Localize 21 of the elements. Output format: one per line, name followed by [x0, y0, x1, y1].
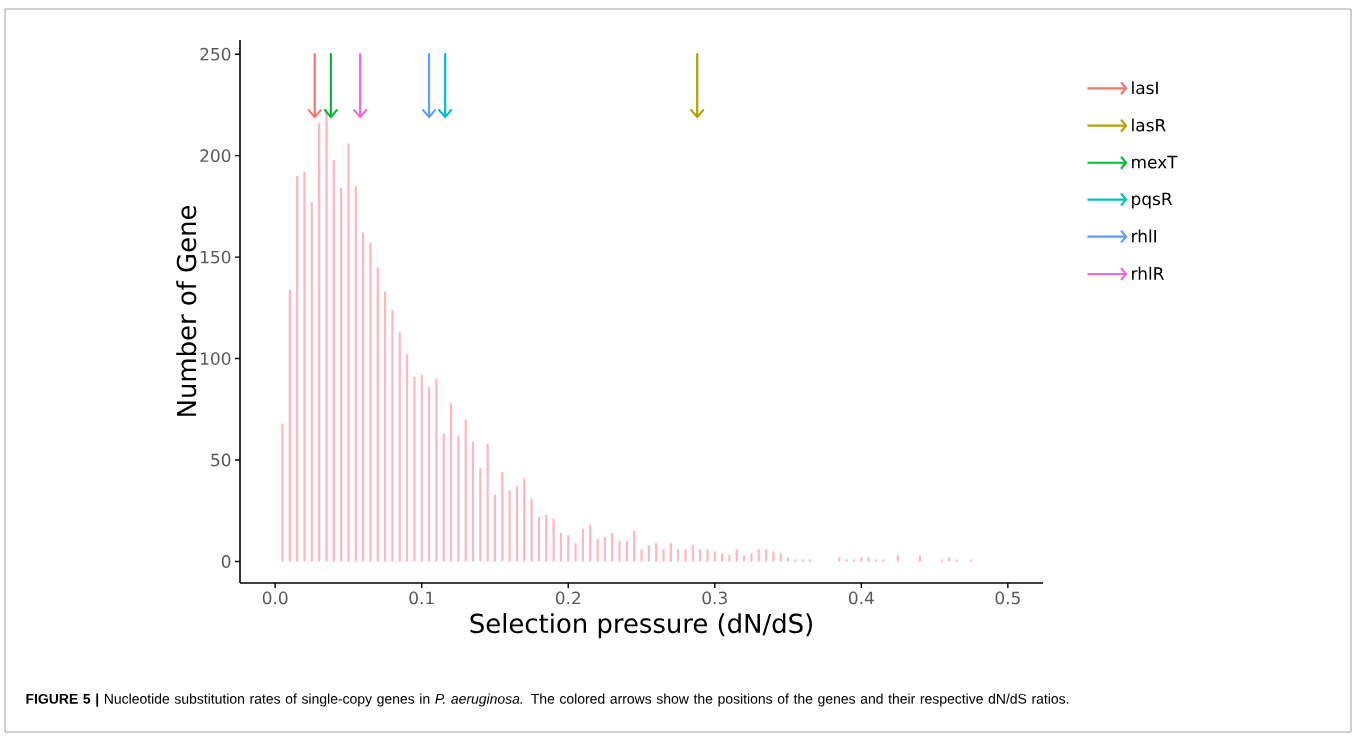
x-tick-label: 0.2	[555, 591, 581, 605]
y-tick-label: 150	[201, 250, 231, 264]
x-tick-label: 0.3	[702, 591, 727, 605]
y-tick-label: 0	[221, 555, 231, 568]
y-tick-label: 200	[200, 149, 231, 163]
legend-label: rhlI	[1132, 229, 1157, 243]
legend-label: mexT	[1132, 155, 1178, 169]
y-axis-title: Number of Gene	[176, 205, 197, 416]
legend-label: lasR	[1132, 118, 1166, 132]
y-tick-label: 50	[211, 453, 231, 467]
x-tick-label: 0.1	[409, 591, 434, 605]
x-tick-label: 0.5	[995, 591, 1020, 605]
text: FIGURE 5 | Nucleotide substitution rates of single-copy genes in P. aeruginosa. The colored arrows show the positions of the genes and their respective dN/dS ratios.	[26, 693, 1069, 707]
x-tick-label: 0.0	[262, 591, 288, 605]
legend-label: pqsR	[1132, 192, 1173, 209]
y-tick-label: 250	[200, 47, 231, 61]
y-tick-label: 100	[201, 352, 231, 365]
x-tick-label: 0.4	[848, 591, 874, 605]
legend-label: lasI	[1132, 81, 1158, 95]
legend-label: rhlR	[1132, 266, 1164, 280]
x-axis-title: Selection pressure (dN/dS)	[470, 613, 812, 639]
